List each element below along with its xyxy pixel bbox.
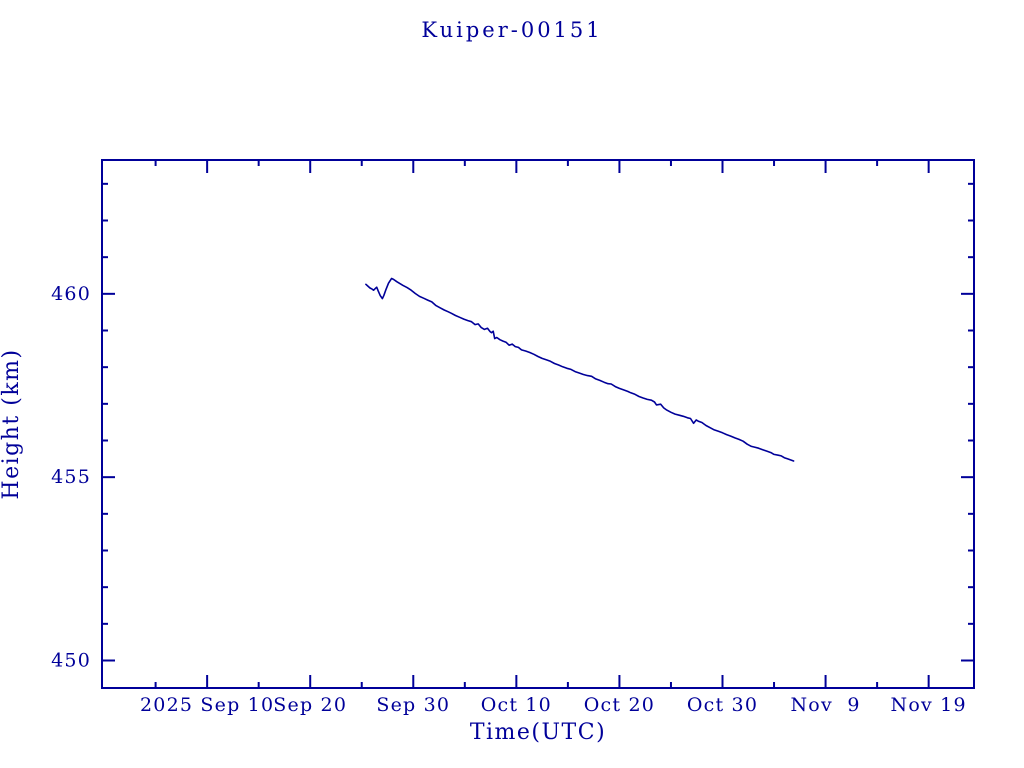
x-tick-label: Nov 19 (891, 694, 967, 716)
x-tick-label: Oct 30 (687, 694, 758, 716)
y-tick-label: 455 (51, 466, 91, 488)
x-axis-label: Time(UTC) (470, 720, 606, 745)
y-tick-label: 450 (51, 650, 91, 672)
tick-label-layer: 2025 Sep 10 Sep 20 Sep 30 Oct 10 Oct 20 Oct 3… (51, 283, 967, 716)
x-tick-label: Oct 10 (481, 694, 552, 716)
y-tick-label: 460 (51, 283, 91, 305)
series-layer (365, 277, 795, 462)
y-axis-label: Height (km) (0, 348, 24, 499)
x-tick-label: Sep 20 (273, 694, 347, 716)
plot-frame (101, 159, 975, 689)
axes-layer (101, 159, 975, 689)
x-tick-label: Sep 30 (376, 694, 450, 716)
x-tick-label: 2025 Sep 10 (140, 694, 274, 716)
chart-title: Kuiper-00151 (421, 18, 602, 42)
data-line (365, 277, 795, 462)
x-tick-label: Oct 20 (584, 694, 655, 716)
x-tick-label: Nov 9 (790, 694, 860, 716)
